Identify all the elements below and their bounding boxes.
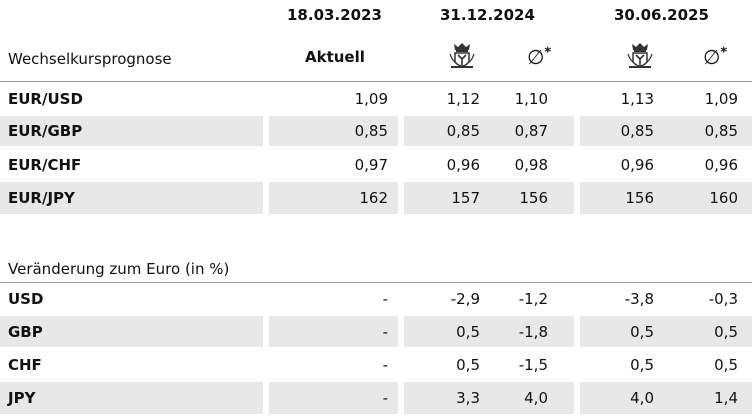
- value-cell: 160: [709, 189, 738, 207]
- value-cell: 1,09: [704, 90, 738, 108]
- value-cell: 0,5: [630, 356, 654, 374]
- table-row: EUR/JPY 162 157 156 156 160: [0, 182, 752, 214]
- value-cell: 0,5: [630, 322, 654, 341]
- value-cell: 1,13: [620, 90, 654, 108]
- value-cell: 0,85: [354, 122, 388, 140]
- row-label: USD: [8, 290, 44, 308]
- value-cell: -3,8: [624, 290, 654, 308]
- table-row: GBP - 0,5 -1,8 0,5 0,5: [0, 316, 752, 347]
- row-label: JPY: [8, 389, 36, 407]
- header-divider: [0, 81, 752, 82]
- value-cell: 1,10: [514, 90, 548, 108]
- value-cell: 4,0: [524, 389, 548, 407]
- value-cell: 0,96: [620, 156, 654, 174]
- table-title: Wechselkursprognose: [8, 50, 172, 68]
- value-cell: 0,98: [514, 156, 548, 174]
- row-label: CHF: [8, 356, 42, 374]
- value-cell: 0,5: [714, 356, 738, 374]
- value-cell: 0,5: [456, 356, 480, 374]
- value-cell: -2,9: [450, 290, 480, 308]
- value-cell: -1,5: [518, 356, 548, 374]
- value-cell: 0,85: [620, 122, 654, 140]
- value-cell: 0,96: [446, 156, 480, 174]
- value-cell: 4,0: [630, 389, 654, 407]
- value-cell: 0,97: [354, 156, 388, 174]
- average-star: *: [544, 45, 552, 61]
- date-forecast-1: 31.12.2024: [440, 6, 535, 24]
- date-forecast-2: 30.06.2025: [614, 6, 709, 24]
- value-cell: 0,85: [704, 122, 738, 140]
- table-row: JPY - 3,3 4,0 4,0 1,4: [0, 382, 752, 414]
- row-label: EUR/USD: [8, 90, 83, 108]
- value-cell: -1,8: [518, 322, 548, 341]
- value-cell: 156: [519, 189, 548, 207]
- average-star: *: [720, 45, 728, 61]
- value-cell: -: [382, 356, 388, 374]
- date-current: 18.03.2023: [287, 6, 382, 24]
- average-label: ∅*: [527, 45, 551, 69]
- table-row: EUR/CHF 0,97 0,96 0,98 0,96 0,96: [0, 150, 752, 180]
- value-cell: 1,12: [446, 90, 480, 108]
- value-cell: -: [382, 290, 388, 308]
- value-cell: 0,87: [514, 122, 548, 140]
- table-row: EUR/GBP 0,85 0,85 0,87 0,85 0,85: [0, 116, 752, 146]
- value-cell: 3,3: [456, 389, 480, 407]
- value-cell: 162: [359, 189, 388, 207]
- row-label: GBP: [8, 322, 43, 341]
- table-row: USD - -2,9 -1,2 -3,8 -0,3: [0, 285, 752, 313]
- value-cell: 0,5: [456, 322, 480, 341]
- average-label: ∅*: [703, 45, 727, 69]
- value-cell: 0,5: [714, 322, 738, 341]
- value-cell: 156: [625, 189, 654, 207]
- value-cell: 0,85: [446, 122, 480, 140]
- table-row: CHF - 0,5 -1,5 0,5 0,5: [0, 350, 752, 380]
- value-cell: 1,4: [714, 389, 738, 407]
- coat-of-arms-icon: [627, 43, 653, 68]
- value-cell: -: [382, 322, 388, 341]
- value-cell: -: [382, 389, 388, 407]
- table-row: EUR/USD 1,09 1,12 1,10 1,13 1,09: [0, 84, 752, 114]
- row-label: EUR/GBP: [8, 122, 83, 140]
- value-cell: -1,2: [518, 290, 548, 308]
- row-label: EUR/CHF: [8, 156, 82, 174]
- value-cell: 0,96: [704, 156, 738, 174]
- current-label: Aktuell: [305, 48, 365, 66]
- value-cell: -0,3: [708, 290, 738, 308]
- row-label: EUR/JPY: [8, 189, 75, 207]
- coat-of-arms-icon: [449, 43, 475, 68]
- section-divider: [0, 282, 752, 283]
- section-title: Veränderung zum Euro (in %): [8, 260, 230, 278]
- value-cell: 157: [451, 189, 480, 207]
- average-symbol: ∅: [527, 45, 545, 69]
- average-symbol: ∅: [703, 45, 721, 69]
- value-cell: 1,09: [354, 90, 388, 108]
